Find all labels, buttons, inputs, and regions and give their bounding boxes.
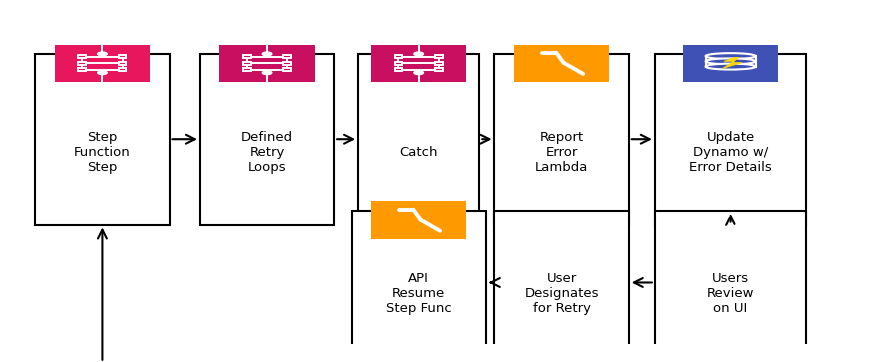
Bar	[119, 62, 126, 65]
Bar	[78, 55, 86, 58]
Bar	[243, 68, 250, 71]
Bar	[283, 62, 291, 65]
Circle shape	[262, 52, 272, 56]
Bar	[435, 55, 443, 58]
Circle shape	[414, 52, 424, 56]
Bar	[435, 68, 443, 71]
Text: Update
Dynamo w/
Error Details: Update Dynamo w/ Error Details	[689, 131, 772, 174]
Bar	[514, 45, 610, 82]
Ellipse shape	[705, 53, 756, 59]
Text: Defined
Retry
Loops: Defined Retry Loops	[241, 131, 293, 174]
Bar	[220, 45, 315, 82]
Text: User
Designates
for Retry: User Designates for Retry	[524, 273, 599, 315]
Bar	[243, 62, 250, 65]
Text: Step
Function
Step: Step Function Step	[74, 131, 131, 174]
Polygon shape	[722, 58, 742, 68]
Bar	[283, 55, 291, 58]
Bar	[78, 62, 86, 65]
Bar	[78, 68, 86, 71]
Bar	[494, 54, 629, 224]
Bar	[435, 62, 443, 65]
Circle shape	[262, 71, 272, 75]
Circle shape	[414, 71, 424, 75]
Bar	[371, 202, 467, 239]
Bar	[395, 55, 402, 58]
Bar	[395, 62, 402, 65]
Circle shape	[98, 52, 107, 56]
Bar	[119, 55, 126, 58]
Bar	[351, 211, 486, 354]
Bar	[243, 55, 250, 58]
Ellipse shape	[705, 64, 756, 70]
Bar	[683, 45, 778, 82]
Bar	[283, 68, 291, 71]
Text: Report
Error
Lambda: Report Error Lambda	[535, 131, 589, 174]
Bar	[395, 68, 402, 71]
Bar	[200, 54, 334, 224]
Ellipse shape	[705, 58, 756, 64]
Text: Users
Review
on UI: Users Review on UI	[707, 273, 754, 315]
Bar	[35, 54, 169, 224]
Bar	[371, 45, 467, 82]
Bar	[55, 45, 150, 82]
Bar	[494, 211, 629, 354]
Bar	[655, 211, 807, 354]
Bar	[119, 68, 126, 71]
Text: API
Resume
Step Func: API Resume Step Func	[385, 273, 452, 315]
Text: Catch: Catch	[399, 146, 438, 159]
Bar	[655, 54, 807, 224]
Circle shape	[98, 71, 107, 75]
Bar	[358, 54, 480, 224]
